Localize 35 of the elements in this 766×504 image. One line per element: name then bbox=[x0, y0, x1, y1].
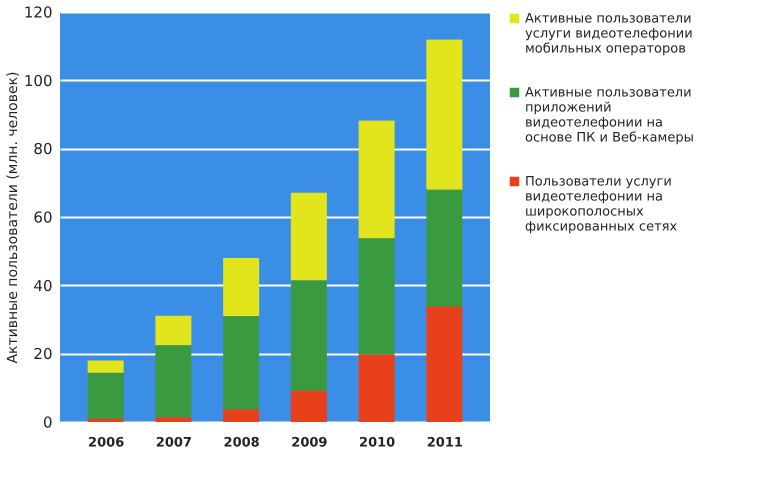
bar bbox=[155, 417, 192, 422]
bar bbox=[290, 280, 327, 391]
bar bbox=[155, 345, 192, 418]
legend-label: Активные пользователи приложений видеотелефонии на основе ПК и Веб-камеры bbox=[525, 86, 694, 146]
y-tick-label: 120 bbox=[24, 4, 52, 22]
x-tick-label: 2006 bbox=[88, 436, 124, 450]
bar bbox=[358, 120, 395, 238]
bar bbox=[290, 192, 327, 280]
bar bbox=[290, 390, 327, 422]
x-tick-label: 2008 bbox=[224, 436, 260, 450]
bar bbox=[223, 409, 260, 422]
bar bbox=[426, 190, 462, 307]
bar bbox=[88, 418, 124, 422]
y-tick-label: 20 bbox=[33, 345, 52, 364]
x-tick-label: 2009 bbox=[291, 436, 328, 450]
legend-label: Активные пользователи услуги видеотелефонии мобильных операторов bbox=[525, 12, 693, 56]
bar bbox=[426, 306, 462, 422]
bar bbox=[358, 238, 395, 354]
y-tick-label: 40 bbox=[33, 276, 52, 295]
y-axis-title: Активные пользователи (млн. человек) bbox=[4, 71, 21, 364]
x-tick-label: 2011 bbox=[426, 436, 463, 450]
legend-label: Пользователи услуги видеотелефонии на широкополосных фиксированных сетях bbox=[525, 174, 678, 234]
bar bbox=[223, 258, 260, 316]
y-tick-label: 80 bbox=[33, 140, 52, 158]
bar bbox=[88, 372, 124, 419]
y-tick-label: 60 bbox=[33, 208, 52, 226]
y-tick-label: 0 bbox=[42, 414, 52, 432]
x-tick-label: 2007 bbox=[156, 436, 192, 450]
bar bbox=[358, 354, 395, 422]
bar bbox=[426, 40, 462, 190]
bar bbox=[155, 316, 192, 346]
bar bbox=[223, 316, 260, 410]
x-tick-label: 2010 bbox=[359, 436, 396, 450]
y-tick-label: 100 bbox=[24, 72, 52, 90]
bar bbox=[88, 360, 124, 373]
